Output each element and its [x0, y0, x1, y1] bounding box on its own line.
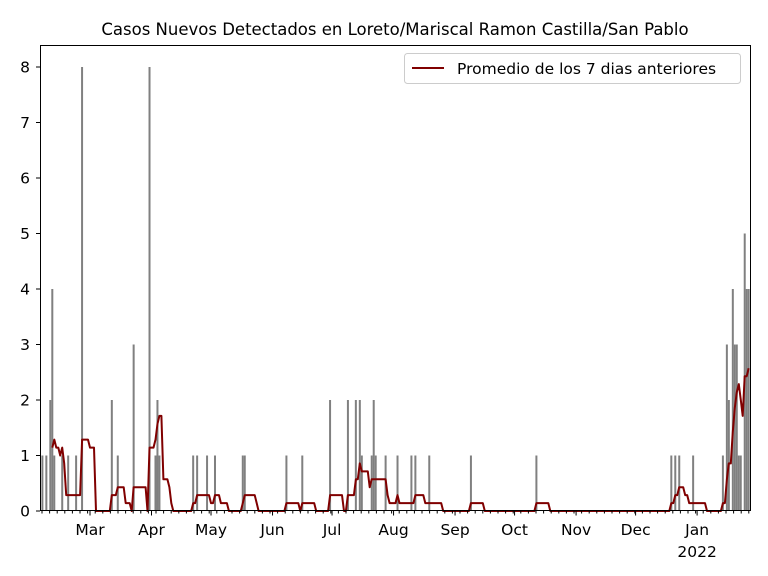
bar [354, 400, 357, 511]
x-tick-label: May [195, 521, 227, 539]
bar [41, 455, 44, 511]
bar [692, 455, 695, 511]
bar [745, 289, 748, 511]
y-tick-label: 7 [20, 114, 30, 132]
bar [45, 455, 48, 511]
legend-box [404, 53, 741, 84]
bar [285, 455, 288, 511]
bar [49, 400, 52, 511]
bar [747, 289, 750, 511]
y-tick-label: 1 [20, 447, 30, 465]
plot-frame [40, 45, 751, 511]
bar [396, 455, 399, 511]
bar [743, 233, 746, 511]
y-tick-label: 8 [20, 59, 30, 77]
bar [674, 455, 677, 511]
bar [81, 67, 84, 511]
bar [241, 455, 244, 511]
y-axis: 0 1 2 3 4 5 6 7 8 [20, 59, 40, 521]
chart-title: Casos Nuevos Detectados en Loreto/Marisc… [101, 20, 688, 39]
bar [301, 455, 304, 511]
bar [731, 289, 734, 511]
bar [346, 400, 349, 511]
x-tick-label: Mar [75, 521, 105, 539]
bar [206, 455, 209, 511]
bar [110, 400, 113, 511]
bar [737, 455, 740, 511]
x-tick-label: Apr [138, 521, 165, 539]
bar [725, 344, 728, 511]
bar [75, 455, 78, 511]
bar [739, 455, 742, 511]
y-tick-label: 6 [20, 170, 30, 188]
bar [116, 455, 119, 511]
bar [148, 67, 151, 511]
bar [53, 455, 56, 511]
bar [670, 455, 673, 511]
bar [733, 344, 736, 511]
bar [374, 455, 377, 511]
x-tick-label: Jan [684, 521, 709, 539]
bar [414, 455, 417, 511]
bar [243, 455, 246, 511]
x-tick-label: Jun [259, 521, 284, 539]
x-tick-label: Jul [322, 521, 342, 539]
x-axis: Mar Apr May Jun Jul Aug Sep Oct Nov Dec Jan 2022 [41, 511, 750, 561]
bar [132, 344, 135, 511]
bar [721, 455, 724, 511]
bar [213, 455, 216, 511]
bar [358, 400, 361, 511]
y-tick-label: 5 [20, 225, 30, 243]
y-tick-label: 2 [20, 392, 30, 410]
y-tick-label: 4 [20, 281, 30, 299]
y-tick-label: 3 [20, 336, 30, 354]
x-tick-label: Dec [621, 521, 651, 539]
bar [428, 455, 431, 511]
bar [678, 455, 681, 511]
bar [410, 455, 413, 511]
bar [360, 455, 363, 511]
bar [61, 455, 64, 511]
bar [469, 455, 472, 511]
y-tick-label: 0 [20, 503, 30, 521]
x-tick-sublabel: 2022 [677, 543, 716, 561]
bar [727, 400, 730, 511]
x-tick-label: Aug [378, 521, 408, 539]
x-tick-label: Sep [440, 521, 469, 539]
bars-series [41, 67, 750, 511]
bar [51, 289, 54, 511]
bar [735, 344, 738, 511]
bar [156, 400, 159, 511]
bar [67, 455, 70, 511]
bar [329, 400, 332, 511]
legend-label: Promedio de los 7 dias anteriores [457, 60, 716, 78]
bar [158, 455, 161, 511]
bar [196, 455, 199, 511]
bar [372, 400, 375, 511]
x-tick-label: Nov [561, 521, 591, 539]
legend: Promedio de los 7 dias anteriores [404, 53, 741, 84]
x-tick-label: Oct [501, 521, 528, 539]
bar [535, 455, 538, 511]
bar [192, 455, 195, 511]
bar [154, 455, 157, 511]
